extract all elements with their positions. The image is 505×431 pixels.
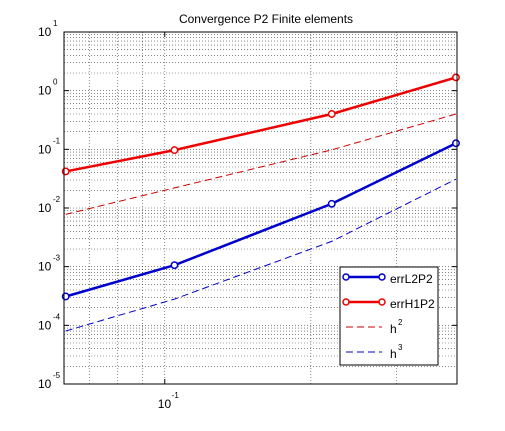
- legend-marker: [378, 298, 386, 306]
- y-tick-label-exponent: -2: [53, 195, 61, 204]
- x-tick-label-exponent: -1: [172, 391, 180, 400]
- data-point-errl2p2: [61, 292, 70, 301]
- y-tick-label: 10: [38, 84, 52, 98]
- y-tick-label: 10: [38, 142, 52, 156]
- y-tick-label: 10: [38, 201, 52, 215]
- series-line-h3: [65, 178, 457, 332]
- series-group: [61, 73, 460, 332]
- x-tick-label: 10: [158, 397, 172, 411]
- y-tick-label-exponent: -1: [53, 136, 61, 145]
- legend-label: h: [390, 347, 397, 361]
- legend-box: [339, 266, 439, 366]
- y-tick-label-exponent: 1: [53, 19, 58, 28]
- y-tick-label-exponent: -4: [53, 312, 61, 321]
- data-point-errh1p2: [170, 146, 179, 155]
- data-point-errh1p2: [61, 167, 70, 176]
- y-tick-label-exponent: -5: [53, 371, 61, 380]
- legend-label-exponent: 2: [398, 318, 403, 327]
- data-point-errl2p2: [452, 139, 460, 148]
- legend-marker: [378, 273, 386, 281]
- series-line-errh1p2: [65, 76, 457, 173]
- data-point-errl2p2: [327, 199, 336, 208]
- legend-label-exponent: 3: [398, 343, 403, 352]
- data-point-errl2p2: [170, 261, 179, 270]
- legend-marker: [342, 273, 350, 281]
- legend-label: errL2P2: [390, 272, 433, 286]
- chart-title: Convergence P2 Finite elements: [179, 12, 353, 26]
- legend-marker: [342, 298, 350, 306]
- legend-label: errH1P2: [390, 297, 435, 311]
- y-tick-label-exponent: 0: [53, 78, 58, 87]
- y-tick-label: 10: [38, 318, 52, 332]
- y-tick-label: 10: [38, 377, 52, 391]
- series-line-errl2p2: [65, 142, 457, 298]
- y-tick-label-exponent: -3: [53, 254, 61, 263]
- legend-label: h: [390, 322, 397, 336]
- data-point-errh1p2: [327, 110, 336, 118]
- series-line-h2: [65, 113, 457, 215]
- y-tick-label: 10: [38, 25, 52, 39]
- y-tick-label: 10: [38, 260, 52, 274]
- data-point-errh1p2: [452, 73, 460, 82]
